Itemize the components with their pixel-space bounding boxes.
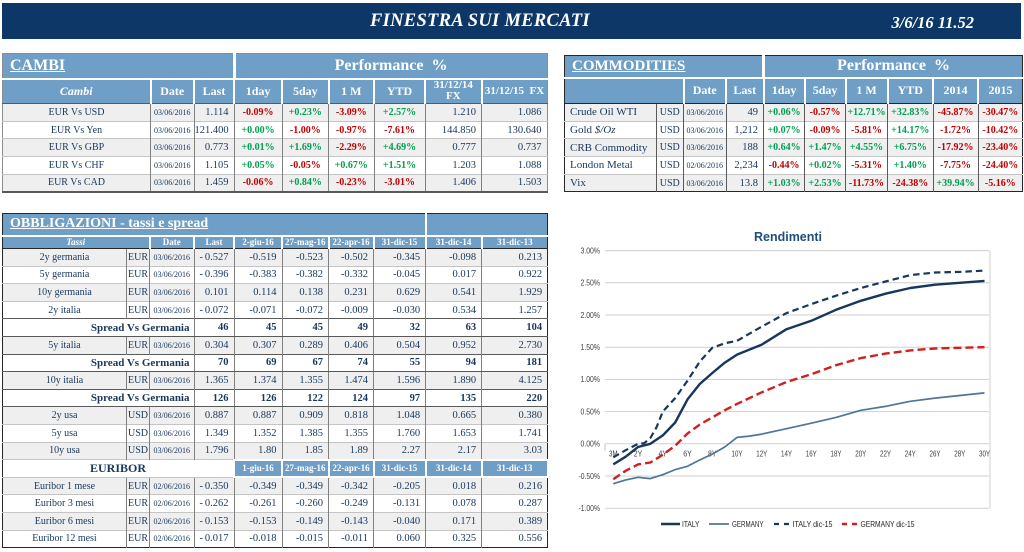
svg-text:GERMANY: GERMANY [732, 520, 764, 529]
svg-text:16Y: 16Y [806, 450, 818, 459]
svg-text:-0.50%: -0.50% [579, 472, 601, 481]
svg-text:1.00%: 1.00% [581, 375, 601, 384]
svg-text:-1.00%: -1.00% [579, 504, 601, 513]
svg-text:4Y: 4Y [659, 450, 668, 459]
svg-text:26Y: 26Y [930, 450, 942, 459]
svg-text:10Y: 10Y [732, 450, 744, 459]
svg-text:20Y: 20Y [855, 450, 867, 459]
svg-text:12Y: 12Y [756, 450, 768, 459]
svg-text:30Y: 30Y [979, 450, 991, 459]
svg-text:3.00%: 3.00% [581, 246, 601, 255]
svg-text:28Y: 28Y [954, 450, 966, 459]
svg-text:0.00%: 0.00% [581, 440, 601, 449]
svg-text:6Y: 6Y [683, 450, 692, 459]
svg-text:ITALY dic-15: ITALY dic-15 [793, 520, 833, 529]
svg-text:Rendimenti: Rendimenti [754, 230, 822, 244]
svg-text:2.00%: 2.00% [581, 311, 601, 320]
svg-text:3M: 3M [609, 450, 618, 459]
svg-text:2.50%: 2.50% [581, 279, 601, 288]
svg-text:0.50%: 0.50% [581, 407, 601, 416]
svg-text:ITALY: ITALY [682, 520, 700, 529]
svg-text:GERMANY dic-15: GERMANY dic-15 [861, 520, 915, 529]
svg-text:2Y: 2Y [634, 450, 643, 459]
svg-text:14Y: 14Y [781, 450, 793, 459]
svg-text:22Y: 22Y [880, 450, 892, 459]
svg-text:24Y: 24Y [905, 450, 917, 459]
svg-text:18Y: 18Y [831, 450, 843, 459]
svg-text:1.50%: 1.50% [581, 343, 601, 352]
